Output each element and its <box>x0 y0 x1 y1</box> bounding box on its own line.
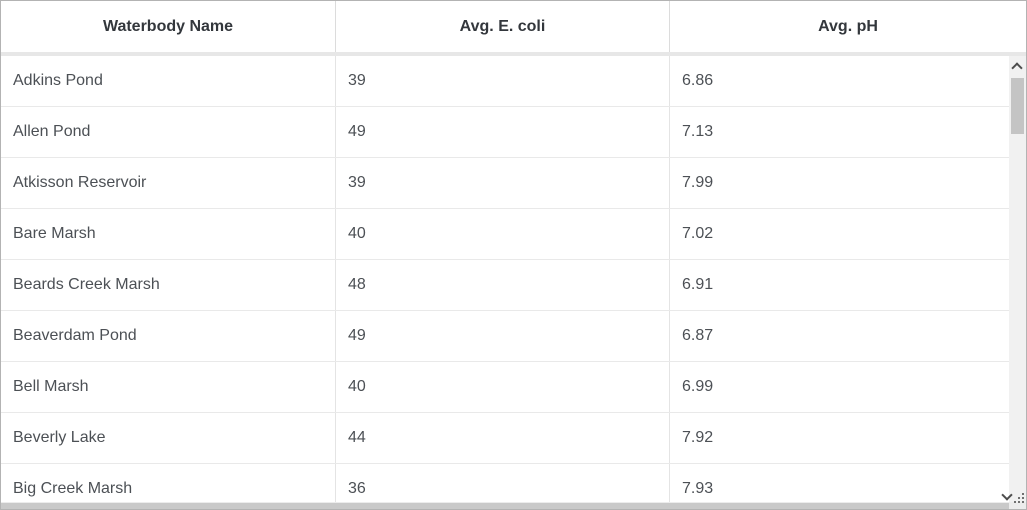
column-header-avg-ph[interactable]: Avg. pH <box>669 1 1026 52</box>
cell-waterbody-name: Beaverdam Pond <box>13 327 137 344</box>
horizontal-scrollbar-thumb[interactable] <box>1 503 1009 509</box>
cell-avg-ecoli: 40 <box>335 209 669 259</box>
column-header-waterbody-name[interactable]: Waterbody Name <box>102 17 234 35</box>
vertical-scrollbar[interactable] <box>1009 56 1026 502</box>
cell-avg-ecoli: 49 <box>335 311 669 361</box>
cell-avg-ph: 6.91 <box>669 260 1009 310</box>
table-row[interactable]: Adkins Pond 39 6.86 <box>1 56 1009 107</box>
horizontal-scrollbar[interactable] <box>1 502 1026 509</box>
table-row[interactable]: Beverly Lake 44 7.92 <box>1 413 1009 464</box>
cell-avg-ecoli: 44 <box>335 413 669 463</box>
chevron-up-icon[interactable] <box>1013 62 1022 71</box>
cell-avg-ph: 6.86 <box>669 56 1009 106</box>
cell-avg-ecoli: 48 <box>335 260 669 310</box>
cell-avg-ph: 7.02 <box>669 209 1009 259</box>
table-row[interactable]: Bare Marsh 40 7.02 <box>1 209 1009 260</box>
table-row[interactable]: Bell Marsh 40 6.99 <box>1 362 1009 413</box>
resize-grip-icon[interactable] <box>1013 492 1025 504</box>
cell-waterbody-name: Bare Marsh <box>13 225 96 242</box>
cell-avg-ph: 6.87 <box>669 311 1009 361</box>
cell-waterbody-name: Beards Creek Marsh <box>13 276 160 293</box>
cell-waterbody-name: Atkisson Reservoir <box>13 174 147 191</box>
cell-avg-ecoli: 49 <box>335 107 669 157</box>
column-header-avg-ecoli[interactable]: Avg. E. coli <box>335 1 669 52</box>
table-header: Waterbody Name Avg. E. coli Avg. pH <box>1 1 1026 52</box>
table-row[interactable]: Atkisson Reservoir 39 7.99 <box>1 158 1009 209</box>
header-divider <box>1 52 1026 56</box>
cell-waterbody-name: Allen Pond <box>13 123 91 140</box>
cell-avg-ecoli: 36 <box>335 464 669 502</box>
cell-avg-ph: 6.99 <box>669 362 1009 412</box>
vertical-scrollbar-thumb[interactable] <box>1011 78 1024 134</box>
cell-waterbody-name: Adkins Pond <box>13 72 103 89</box>
table-row[interactable]: Beaverdam Pond 49 6.87 <box>1 311 1009 362</box>
cell-avg-ecoli: 40 <box>335 362 669 412</box>
cell-avg-ph: 7.13 <box>669 107 1009 157</box>
cell-avg-ph: 7.92 <box>669 413 1009 463</box>
table-row[interactable]: Big Creek Marsh 36 7.93 <box>1 464 1009 502</box>
table-row[interactable]: Beards Creek Marsh 48 6.91 <box>1 260 1009 311</box>
cell-avg-ph: 7.99 <box>669 158 1009 208</box>
cell-avg-ecoli: 39 <box>335 158 669 208</box>
table-body: Adkins Pond 39 6.86 Allen Pond 49 7.13 A… <box>1 56 1009 502</box>
table-row[interactable]: Allen Pond 49 7.13 <box>1 107 1009 158</box>
cell-waterbody-name: Bell Marsh <box>13 378 89 395</box>
chevron-down-icon[interactable] <box>1003 491 1012 500</box>
cell-avg-ph: 7.93 <box>669 464 1009 502</box>
cell-avg-ecoli: 39 <box>335 56 669 106</box>
cell-waterbody-name: Big Creek Marsh <box>13 480 133 497</box>
cell-waterbody-name: Beverly Lake <box>13 429 106 446</box>
